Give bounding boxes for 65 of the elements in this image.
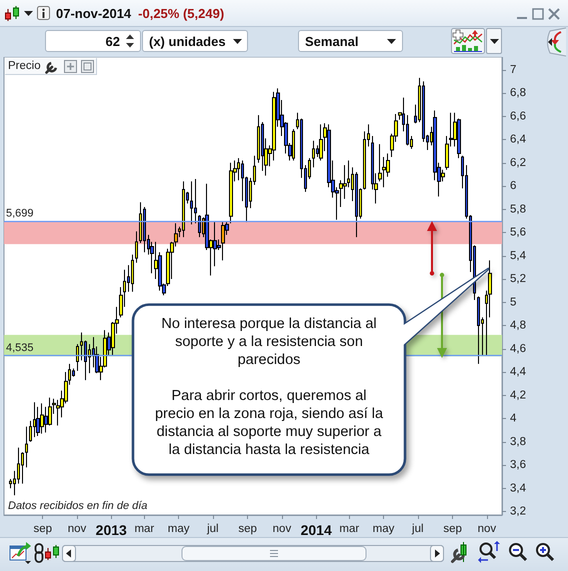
y-tick-label: 5,4 bbox=[510, 250, 527, 262]
x-tick-label: mar bbox=[134, 523, 154, 535]
y-tick-label: 4,4 bbox=[510, 366, 527, 378]
candlestick bbox=[198, 214, 201, 238]
y-tick-label: 5,8 bbox=[510, 203, 526, 216]
candlestick bbox=[477, 296, 480, 364]
chart-title: 07-nov-2014 bbox=[56, 6, 132, 21]
x-tick-label: nov bbox=[272, 523, 292, 535]
y-tick-label: 3,8 bbox=[510, 436, 526, 448]
y-tick-label: 5,6 bbox=[510, 226, 526, 239]
candlestick bbox=[319, 124, 323, 161]
x-tick-label: may bbox=[168, 523, 190, 535]
y-tick-label: 7 bbox=[510, 64, 516, 76]
x-tick-label: may bbox=[372, 523, 395, 535]
x-tick-label: sep bbox=[33, 523, 52, 535]
x-tick-label: nov bbox=[68, 523, 87, 535]
candlestick bbox=[33, 402, 36, 438]
number-field: 62 bbox=[45, 30, 141, 52]
y-tick-label: 5 bbox=[510, 296, 516, 308]
y-tick-label: 5,2 bbox=[510, 273, 526, 286]
y-tick-label: 6,8 bbox=[510, 87, 526, 100]
candlestick bbox=[25, 426, 28, 468]
y-tick-label: 6,6 bbox=[510, 110, 526, 122]
chart-subtitle: -0,25% (5,249) bbox=[138, 6, 224, 21]
y-tick-label: 4,2 bbox=[510, 389, 526, 402]
ref-line-label: 4,535 bbox=[6, 342, 34, 354]
x-tick-label: jul bbox=[411, 523, 424, 535]
candlestick bbox=[190, 180, 193, 225]
candlestick bbox=[182, 180, 185, 238]
candlestick bbox=[135, 230, 138, 264]
dropdown-field: (x) unidades bbox=[142, 30, 248, 52]
y-tick-label: 6 bbox=[510, 180, 516, 192]
ref-line-label: 5,699 bbox=[6, 207, 34, 220]
candlestick bbox=[21, 452, 24, 484]
y-tick-label: 3,4 bbox=[510, 482, 527, 494]
text: No interesa porque la distancia al soporte y a la resistencia son parecidos Para abrir cortos, queremos al precio en la zona roja, siendo así la distancia al soporte muy superior a la distancia hasta la resistencia bbox=[154, 316, 384, 458]
candlestick bbox=[312, 140, 315, 168]
dropdown-field: Semanal bbox=[298, 30, 403, 52]
y-axis-title: Precio bbox=[8, 60, 41, 72]
candlestick bbox=[143, 206, 146, 253]
candlestick bbox=[131, 254, 134, 292]
annotation: Datos recibidos en fin de día bbox=[8, 500, 148, 512]
y-tick-label: 4,6 bbox=[510, 342, 526, 355]
x-tick-label: 2014 bbox=[300, 522, 332, 538]
candlestick bbox=[76, 344, 79, 372]
x-tick-label: nov bbox=[478, 523, 496, 535]
candlestick bbox=[292, 128, 295, 161]
candlestick bbox=[194, 178, 197, 224]
y-tick-label: 4,8 bbox=[510, 320, 526, 332]
y-tick-label: 3,6 bbox=[510, 459, 526, 472]
y-tick-label: 4 bbox=[510, 412, 517, 425]
candlestick bbox=[355, 172, 358, 238]
panel-tab: Precio bbox=[5, 58, 97, 75]
x-tick-label: sep bbox=[238, 523, 257, 535]
x-tick-label: jul bbox=[206, 523, 219, 535]
x-tick-label: sep bbox=[443, 523, 462, 535]
y-tick-label: 6,4 bbox=[510, 134, 527, 146]
x-tick-label: mar bbox=[339, 523, 360, 535]
candlestick bbox=[36, 406, 40, 436]
x-tick-label: 2013 bbox=[96, 522, 128, 538]
candlestick bbox=[229, 162, 233, 224]
y-tick-label: 6,2 bbox=[510, 156, 526, 169]
y-tick-label: 3,2 bbox=[510, 506, 526, 518]
candlestick bbox=[221, 222, 225, 261]
candlestick bbox=[40, 402, 44, 434]
